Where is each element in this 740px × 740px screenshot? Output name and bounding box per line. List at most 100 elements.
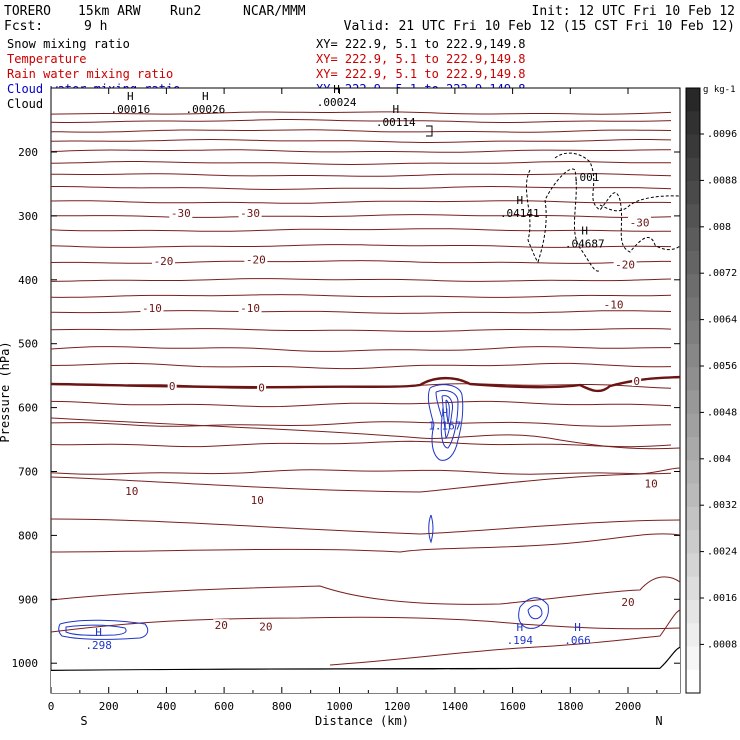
- maximum-marker: H: [392, 103, 399, 116]
- temperature-label: -30: [630, 217, 650, 230]
- temperature-label-bg: [620, 596, 636, 608]
- colorbar-swatch: [686, 576, 700, 601]
- temperature-contour-line: [50, 160, 672, 166]
- temperature-label: -30: [240, 207, 260, 220]
- x-tick-label: 800: [272, 700, 292, 713]
- temperature-label-bg: [257, 620, 274, 632]
- temperature-label-bg: [602, 298, 626, 310]
- maximum-value: .00026: [185, 103, 225, 116]
- colorbar-swatch: [686, 88, 700, 112]
- temperature-label: 20: [621, 596, 634, 609]
- temperature-contour-line: [50, 149, 672, 153]
- colorbar-swatch: [686, 390, 700, 415]
- maximum-value: .00016: [110, 103, 150, 116]
- y-tick-label: 700: [18, 466, 38, 479]
- temperature-label: 20: [259, 620, 272, 633]
- temperature-contour-line: [50, 518, 681, 535]
- y-tick-label: 800: [18, 529, 38, 542]
- y-tick-label: 900: [18, 593, 38, 606]
- maximum-marker: H: [517, 194, 524, 207]
- x-tick-label: 400: [156, 700, 176, 713]
- colorbar-label: .008: [707, 222, 731, 233]
- cloud-water-contour: [65, 624, 127, 636]
- temperature-labels: -30 -30 -30 -20 -20 -20 -10 -10 -10 0 0 0 10 10 10 20 20…: [123, 206, 660, 633]
- cloud-water-contour: [58, 619, 149, 640]
- temperature-contour-line: [50, 200, 672, 204]
- maximum-marker: H: [202, 90, 209, 103]
- ground-surface: [50, 646, 681, 693]
- temperature-label-bg: [238, 302, 262, 314]
- legend-field-xy: XY= 222.9, 5.1 to 222.9,149.8: [316, 37, 526, 51]
- cloud-ice-label: .001: [573, 171, 600, 184]
- y-tick-label: 400: [18, 274, 38, 287]
- maximum-marker: H: [574, 621, 581, 634]
- temperature-label: -30: [171, 207, 191, 220]
- temperature-label-bg: [169, 206, 193, 218]
- colorbar-swatch: [686, 669, 700, 694]
- temperature-label: 0: [169, 380, 176, 393]
- x-tick-label: 0: [48, 700, 55, 713]
- temperature-label: 0: [633, 375, 640, 388]
- colorbar-swatch: [686, 506, 700, 531]
- cloud-water-contour: [445, 399, 450, 425]
- colorbar-swatch: [686, 274, 700, 298]
- temperature-label-bg: [257, 381, 267, 393]
- temperature-label-bg: [613, 258, 637, 270]
- colorbar-swatch: [686, 623, 700, 647]
- colorbar-label: .0032: [707, 500, 737, 511]
- south-label: S: [80, 714, 87, 728]
- temperature-contour-line: [50, 421, 672, 427]
- temperature-contour-line: [50, 400, 672, 408]
- below-ground-mask: [51, 648, 680, 693]
- temperature-contour-line: [51, 214, 672, 218]
- temperature-contour-line: [50, 228, 672, 232]
- temperature-contour-line: [50, 362, 672, 370]
- temperature-contours: [50, 111, 681, 666]
- colorbar-label: .0048: [707, 407, 737, 418]
- cloud-water-contour: [428, 514, 434, 544]
- maximum-marker: H: [127, 90, 134, 103]
- y-tick-label: 200: [18, 146, 38, 159]
- y-tick-label: 1000: [12, 657, 39, 670]
- x-tick-label: 1600: [499, 700, 526, 713]
- colorbar-swatch: [686, 530, 700, 554]
- temperature-contour-line: [50, 417, 681, 450]
- temperature-contour-line: [50, 278, 672, 282]
- temperature-contour-line: [50, 467, 681, 493]
- cloud-ice-contour: [526, 168, 601, 272]
- colorbar-swatch: [686, 599, 700, 624]
- header-run: Run2: [170, 4, 201, 19]
- cloud-water-contour: [518, 597, 549, 629]
- legend-field-name: Temperature: [7, 52, 86, 66]
- maxima-labels: H.00016H.00026H.00024H.00114H.04141H.046…: [85, 83, 604, 652]
- colorbar-label: .0016: [707, 593, 737, 604]
- cloud-ice-contour: [599, 195, 681, 212]
- x-tick-label: 200: [99, 700, 119, 713]
- x-tick-label: 2000: [615, 700, 642, 713]
- colorbar-swatch: [686, 134, 700, 159]
- temperature-contour-line: [50, 533, 681, 553]
- legend-field-name: Snow mixing ratio: [7, 37, 130, 51]
- maximum-marker: H: [441, 406, 448, 419]
- maximum-marker: H: [333, 83, 340, 96]
- temperature-label-bg: [140, 302, 164, 314]
- x-tick-label: 1400: [442, 700, 469, 713]
- colorbar-swatch: [686, 320, 700, 345]
- cloud-water-contours: [58, 384, 549, 640]
- maximum-marker: H: [517, 621, 524, 634]
- temperature-label-bg: [643, 477, 660, 489]
- freezing-level-contour: [50, 375, 681, 393]
- colorbar-swatch: [686, 111, 700, 136]
- maximum-value: .298: [85, 639, 112, 652]
- maximum-value: .194: [507, 634, 534, 647]
- temperature-label-bg: [632, 375, 642, 387]
- colorbar-swatch: [686, 460, 700, 485]
- colorbar-frame: [685, 87, 701, 694]
- x-tick-label: 1200: [384, 700, 411, 713]
- temperature-label-bg: [123, 484, 140, 496]
- colorbar-label: .0024: [707, 547, 737, 558]
- maximum-value: .00114: [376, 116, 416, 129]
- header-fcst-value: 9 h: [84, 19, 107, 34]
